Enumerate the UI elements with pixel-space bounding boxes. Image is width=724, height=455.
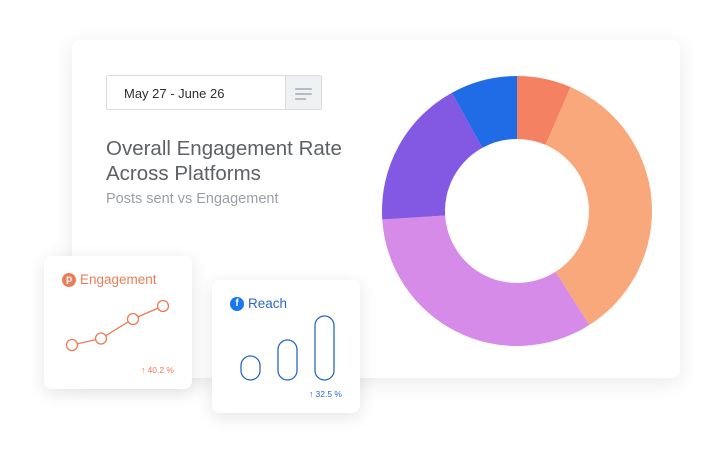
page-title: Overall Engagement Rate Across Platforms bbox=[106, 137, 342, 185]
donut-slice bbox=[382, 92, 483, 220]
pinterest-icon: p bbox=[62, 273, 76, 287]
reach-bar bbox=[240, 355, 261, 381]
date-range-picker[interactable]: May 27 - June 26 bbox=[106, 75, 322, 110]
engagement-data-point bbox=[156, 299, 170, 313]
reach-card-title: Reach bbox=[248, 296, 288, 311]
reach-change: ↑ 32.5 % bbox=[309, 389, 342, 399]
arrow-up-icon: ↑ bbox=[141, 365, 146, 375]
reach-card[interactable]: f Reach ↑ 32.5 % bbox=[212, 280, 360, 413]
reach-bar bbox=[314, 315, 335, 381]
engagement-trend-chart bbox=[65, 299, 170, 352]
engagement-donut-chart bbox=[382, 76, 652, 346]
engagement-data-point bbox=[65, 338, 79, 352]
donut-slice bbox=[545, 87, 652, 325]
page-subtitle: Posts sent vs Engagement bbox=[106, 191, 279, 207]
engagement-data-point bbox=[126, 312, 140, 326]
reach-bar bbox=[277, 339, 298, 381]
donut-slice bbox=[517, 76, 571, 145]
arrow-up-icon: ↑ bbox=[309, 389, 314, 399]
engagement-data-point bbox=[94, 332, 108, 345]
engagement-card[interactable]: p Engagement ↑ 40.2 % bbox=[44, 256, 192, 389]
facebook-icon: f bbox=[230, 297, 244, 311]
donut-slice bbox=[451, 76, 517, 148]
menu-lines-icon[interactable] bbox=[285, 76, 321, 109]
reach-bar-chart bbox=[240, 315, 335, 381]
engagement-card-title: Engagement bbox=[80, 272, 157, 287]
donut-slice bbox=[382, 215, 590, 346]
engagement-change: ↑ 40.2 % bbox=[141, 365, 174, 375]
engagement-trend-line bbox=[71, 305, 164, 346]
date-range-label: May 27 - June 26 bbox=[124, 86, 225, 101]
